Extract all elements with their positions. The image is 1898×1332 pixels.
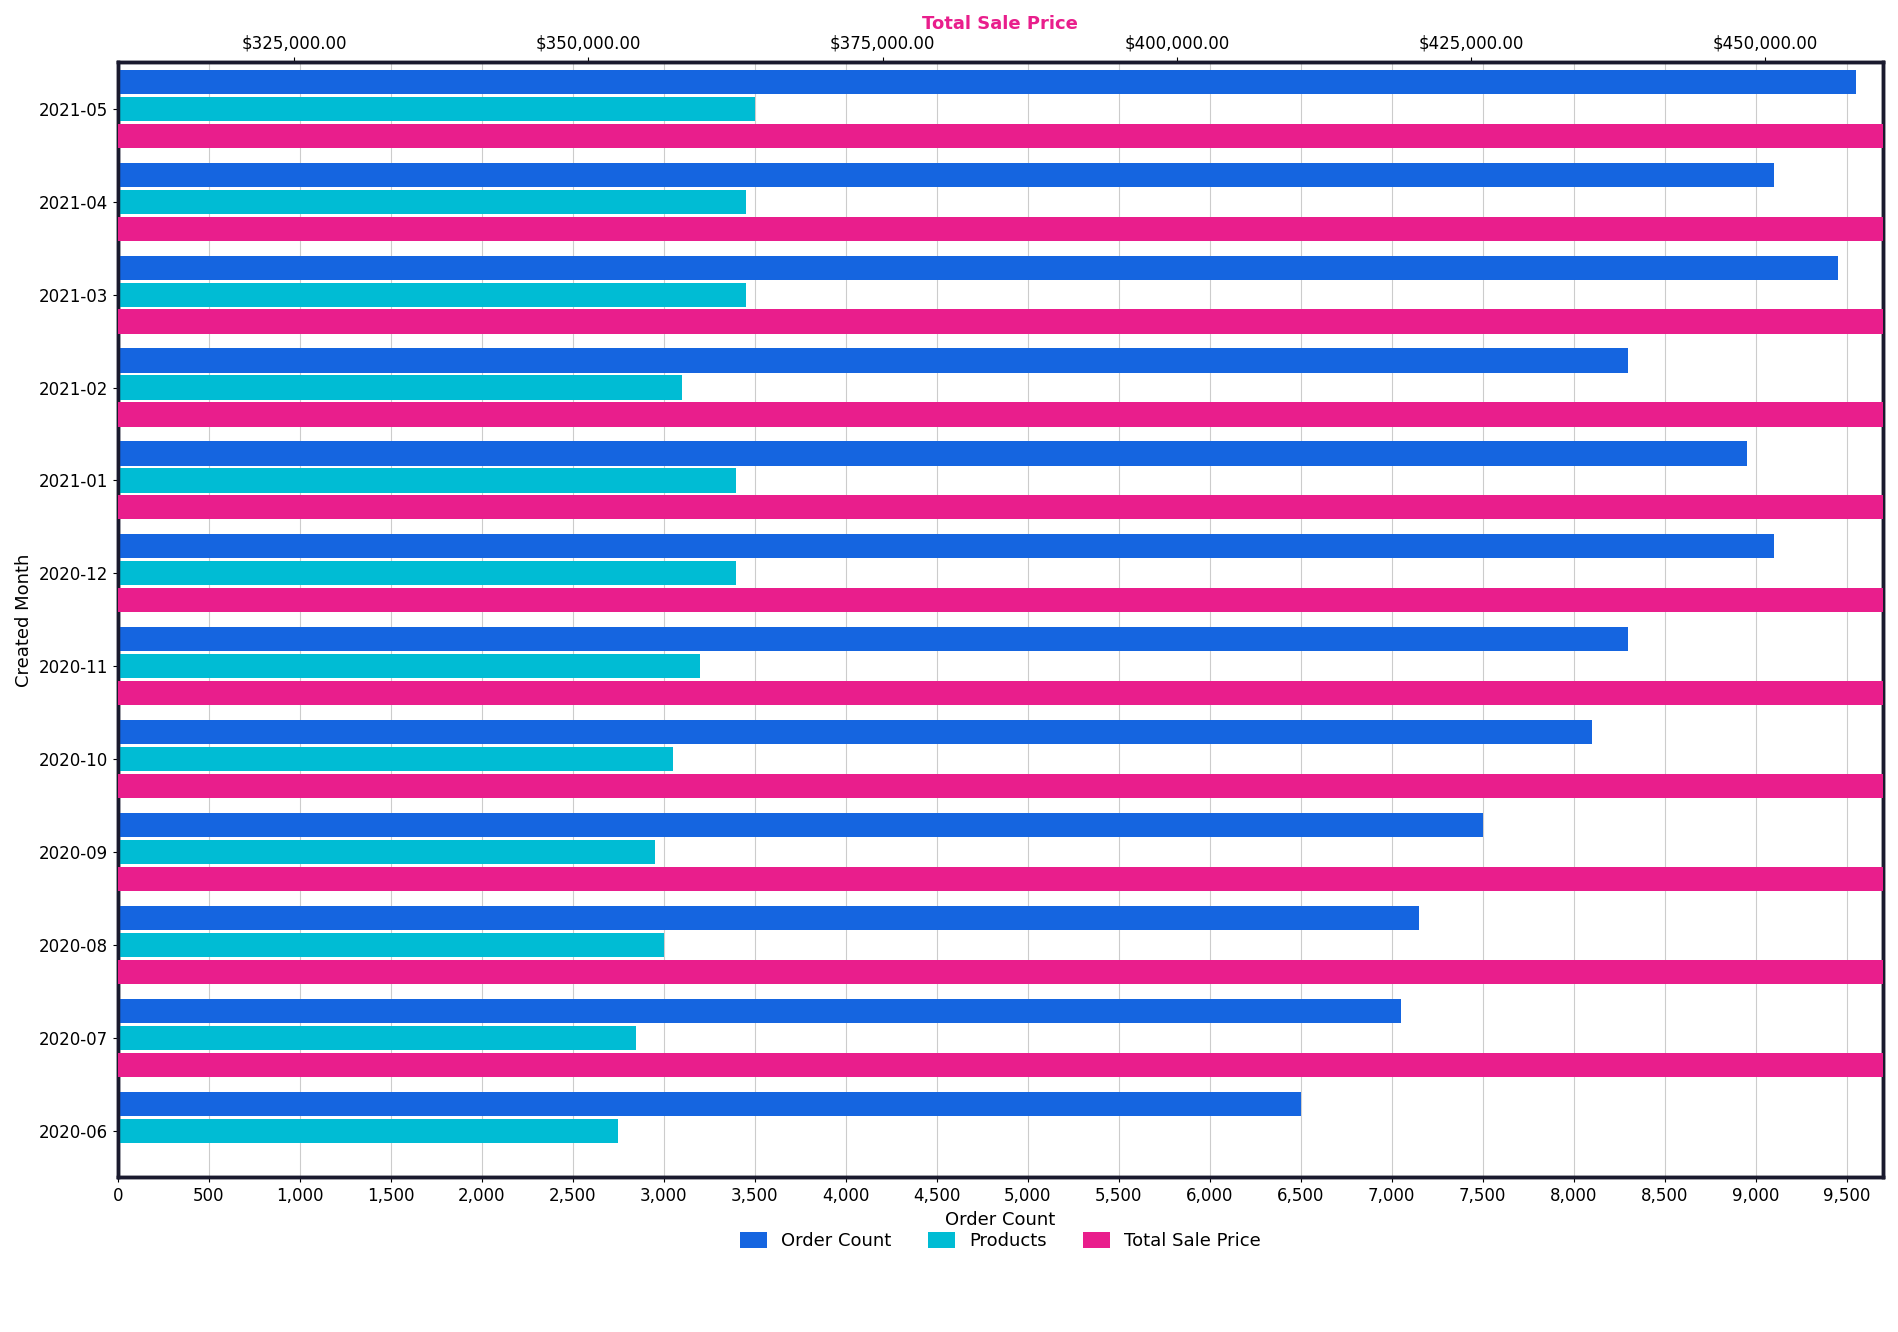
Bar bbox=[118, 721, 1592, 745]
Bar bbox=[118, 561, 736, 586]
Bar bbox=[118, 1026, 636, 1050]
Bar bbox=[118, 496, 1898, 519]
Bar bbox=[118, 747, 672, 771]
Bar bbox=[118, 840, 655, 864]
Bar bbox=[118, 1052, 1898, 1078]
Bar bbox=[118, 932, 664, 958]
Bar bbox=[118, 999, 1401, 1023]
Bar bbox=[118, 654, 700, 678]
Bar bbox=[118, 309, 1898, 333]
X-axis label: Order Count: Order Count bbox=[945, 1211, 1055, 1228]
Bar bbox=[118, 97, 755, 121]
Bar bbox=[118, 960, 1898, 984]
Y-axis label: Created Month: Created Month bbox=[15, 553, 32, 686]
Bar bbox=[118, 189, 746, 213]
Legend: Order Count, Products, Total Sale Price: Order Count, Products, Total Sale Price bbox=[733, 1225, 1268, 1257]
Bar bbox=[118, 906, 1420, 930]
Bar bbox=[118, 256, 1837, 280]
Bar bbox=[118, 469, 736, 493]
Bar bbox=[118, 217, 1898, 241]
Bar bbox=[118, 589, 1898, 613]
Bar bbox=[118, 69, 1856, 93]
Bar bbox=[118, 402, 1898, 426]
Bar bbox=[118, 681, 1898, 706]
Bar bbox=[118, 534, 1775, 558]
Bar bbox=[118, 376, 681, 400]
Bar bbox=[118, 1119, 619, 1143]
Bar bbox=[118, 627, 1628, 651]
Bar bbox=[118, 813, 1482, 838]
Bar bbox=[118, 349, 1628, 373]
Bar bbox=[118, 441, 1746, 466]
Bar bbox=[118, 774, 1898, 798]
Bar bbox=[118, 867, 1898, 891]
X-axis label: Total Sale Price: Total Sale Price bbox=[922, 15, 1078, 33]
Bar bbox=[118, 163, 1775, 186]
Bar bbox=[118, 1092, 1300, 1116]
Bar bbox=[118, 282, 746, 306]
Bar bbox=[118, 124, 1898, 148]
